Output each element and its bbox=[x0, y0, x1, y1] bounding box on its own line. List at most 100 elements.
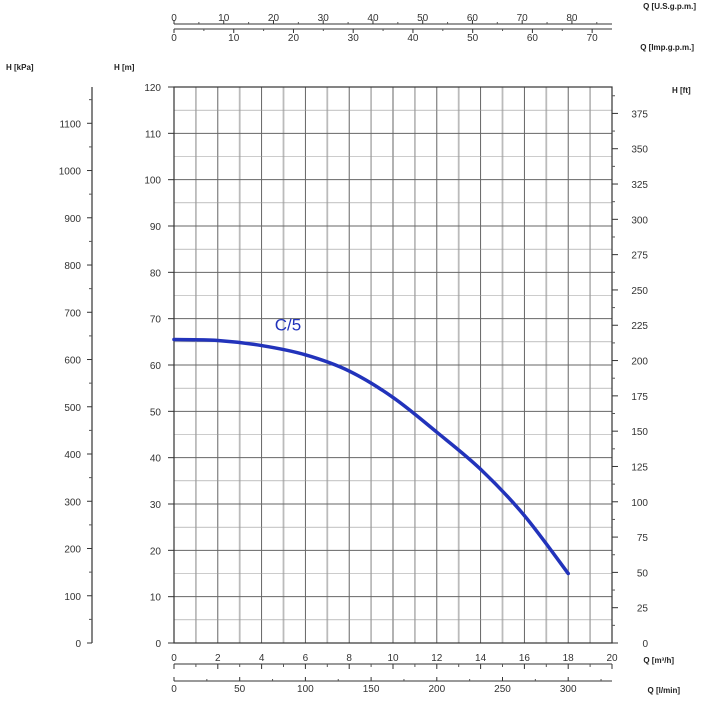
right-ft-tick-label: 50 bbox=[637, 568, 649, 579]
left-m-tick-label: 60 bbox=[150, 361, 162, 372]
top-primary-tick-label: 70 bbox=[517, 13, 529, 24]
top-secondary-tick-label: 70 bbox=[587, 33, 599, 44]
top-primary-tick-label: 50 bbox=[417, 13, 429, 24]
right-ft-axis-title: H [ft] bbox=[672, 86, 691, 95]
series-point bbox=[303, 353, 307, 357]
bottom-secondary-tick-label: 250 bbox=[494, 684, 511, 695]
right-ft-tick-label: 325 bbox=[631, 180, 648, 191]
bottom-secondary-tick-label: 300 bbox=[560, 684, 577, 695]
left-kpa-axis-title: H [kPa] bbox=[6, 63, 34, 72]
right-axis: 0 25 50 75 100 125 150 175 200 225 250 275 300 325 350… bbox=[612, 95, 649, 650]
left-axes: 0 10 20 30 40 50 60 70 80 90 100 110 120 0 100 200 300 40… bbox=[59, 83, 174, 650]
right-ft-tick-label: 375 bbox=[631, 109, 648, 120]
series-point bbox=[391, 395, 395, 400]
top-primary-tick-label: 80 bbox=[566, 13, 578, 24]
top-secondary-tick-label: 30 bbox=[348, 33, 360, 44]
series-point bbox=[347, 369, 351, 373]
left-kpa-tick-label: 400 bbox=[64, 450, 81, 461]
left-kpa-tick-label: 100 bbox=[64, 592, 81, 603]
top-secondary-tick-label: 0 bbox=[171, 33, 177, 44]
series-point bbox=[260, 343, 264, 348]
left-m-tick-label: 70 bbox=[150, 315, 162, 326]
bottom-axes: 0 2 4 6 8 10 12 14 16 18 200 50 100 150 200 250 300 bbox=[171, 653, 618, 695]
left-m-tick-label: 120 bbox=[144, 83, 161, 94]
right-ft-tick-label: 150 bbox=[631, 427, 648, 438]
bottom-primary-tick-label: 0 bbox=[171, 653, 177, 664]
left-kpa-tick-label: 900 bbox=[64, 214, 81, 225]
top-primary-tick-label: 0 bbox=[171, 13, 177, 24]
series-label: C/5 bbox=[275, 315, 301, 334]
bottom-primary-tick-label: 4 bbox=[259, 653, 265, 664]
bottom-primary-tick-label: 6 bbox=[303, 653, 309, 664]
left-m-axis-title: H [m] bbox=[114, 63, 135, 72]
left-m-tick-label: 90 bbox=[150, 222, 162, 233]
top-secondary-axis-title: Q [Imp.g.p.m.] bbox=[640, 43, 694, 52]
left-kpa-tick-label: 300 bbox=[64, 497, 81, 508]
right-ft-tick-label: 25 bbox=[637, 604, 649, 615]
top-secondary-tick-label: 60 bbox=[527, 33, 539, 44]
series-point bbox=[479, 467, 483, 471]
left-m-tick-label: 100 bbox=[144, 176, 161, 187]
left-m-tick-label: 50 bbox=[150, 407, 162, 418]
bottom-primary-tick-label: 20 bbox=[606, 653, 618, 664]
top-axes: 0 10 20 30 40 50 60 70 80 0 10 20 30 40 50 60 70 bbox=[171, 13, 612, 44]
left-kpa-tick-label: 0 bbox=[75, 639, 81, 650]
right-ft-tick-label: 275 bbox=[631, 251, 648, 262]
left-m-tick-label: 40 bbox=[150, 454, 162, 465]
left-kpa-tick-label: 200 bbox=[64, 545, 81, 556]
left-m-tick-label: 80 bbox=[150, 268, 162, 279]
series-line-c5 bbox=[172, 337, 570, 576]
left-kpa-tick-label: 700 bbox=[64, 308, 81, 319]
top-primary-tick-label: 60 bbox=[467, 13, 479, 24]
top-secondary-tick-label: 10 bbox=[228, 33, 240, 44]
series-point bbox=[522, 513, 527, 518]
top-secondary-tick-label: 40 bbox=[407, 33, 419, 44]
right-ft-tick-label: 225 bbox=[631, 321, 648, 332]
right-ft-tick-label: 175 bbox=[631, 392, 648, 403]
bottom-secondary-tick-label: 150 bbox=[363, 684, 380, 695]
top-primary-tick-label: 10 bbox=[218, 13, 230, 24]
bottom-primary-tick-label: 18 bbox=[563, 653, 575, 664]
bottom-secondary-tick-label: 0 bbox=[171, 684, 177, 695]
right-ft-tick-label: 0 bbox=[642, 639, 648, 650]
bottom-secondary-tick-label: 200 bbox=[428, 684, 445, 695]
left-m-tick-label: 110 bbox=[145, 129, 161, 140]
bottom-primary-tick-label: 8 bbox=[346, 653, 352, 664]
series-point bbox=[172, 337, 176, 342]
left-kpa-tick-label: 1000 bbox=[59, 167, 82, 178]
left-m-tick-label: 0 bbox=[155, 639, 161, 650]
left-kpa-tick-label: 800 bbox=[64, 261, 81, 272]
bottom-primary-axis-title: Q [m³/h] bbox=[643, 656, 674, 665]
bottom-primary-tick-label: 12 bbox=[431, 653, 443, 664]
right-ft-tick-label: 200 bbox=[631, 357, 648, 368]
gridlines bbox=[173, 86, 613, 644]
bottom-primary-tick-label: 16 bbox=[519, 653, 531, 664]
top-primary-tick-label: 30 bbox=[318, 13, 330, 24]
top-secondary-tick-label: 50 bbox=[467, 33, 479, 44]
left-m-tick-label: 30 bbox=[150, 500, 162, 511]
series-point bbox=[566, 571, 570, 576]
bottom-primary-tick-label: 14 bbox=[475, 653, 487, 664]
bottom-primary-tick-label: 2 bbox=[215, 653, 221, 664]
right-ft-tick-label: 300 bbox=[631, 215, 648, 226]
left-m-tick-label: 20 bbox=[150, 546, 162, 557]
top-primary-tick-label: 20 bbox=[268, 13, 280, 24]
series-point bbox=[216, 338, 220, 343]
left-kpa-tick-label: 1100 bbox=[59, 119, 81, 130]
right-ft-tick-label: 250 bbox=[631, 286, 648, 297]
right-ft-tick-label: 350 bbox=[631, 145, 648, 156]
bottom-secondary-tick-label: 100 bbox=[297, 684, 314, 695]
series: C/5 bbox=[172, 315, 570, 576]
left-kpa-tick-label: 600 bbox=[64, 356, 81, 367]
right-ft-tick-label: 75 bbox=[637, 533, 649, 544]
left-m-tick-label: 10 bbox=[150, 593, 162, 604]
top-primary-axis-title: Q [U.S.g.p.m.] bbox=[643, 2, 696, 11]
bottom-secondary-axis-title: Q [l/min] bbox=[648, 686, 681, 695]
right-ft-tick-label: 100 bbox=[631, 498, 648, 509]
bottom-primary-tick-label: 10 bbox=[387, 653, 399, 664]
top-primary-tick-label: 40 bbox=[367, 13, 379, 24]
left-kpa-tick-label: 500 bbox=[64, 403, 81, 414]
top-secondary-tick-label: 20 bbox=[288, 33, 300, 44]
series-point bbox=[435, 430, 439, 434]
